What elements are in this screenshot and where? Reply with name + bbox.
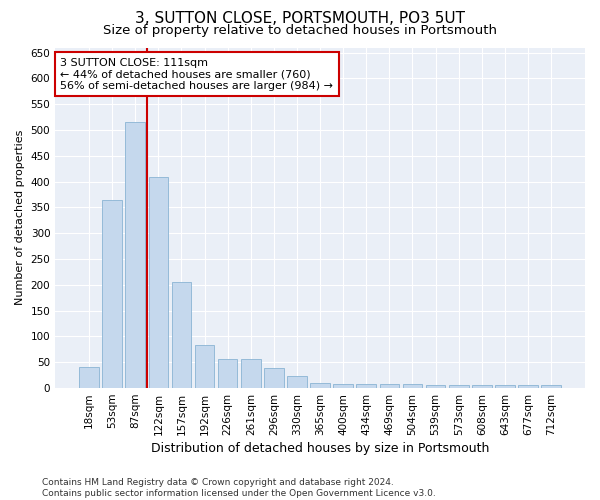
Text: Size of property relative to detached houses in Portsmouth: Size of property relative to detached ho… [103, 24, 497, 37]
Bar [472, 386, 491, 388]
Bar [149, 176, 168, 388]
Bar [264, 368, 284, 388]
Bar [103, 200, 122, 388]
X-axis label: Distribution of detached houses by size in Portsmouth: Distribution of detached houses by size … [151, 442, 489, 455]
Bar [541, 386, 561, 388]
Bar [380, 384, 399, 388]
Text: 3, SUTTON CLOSE, PORTSMOUTH, PO3 5UT: 3, SUTTON CLOSE, PORTSMOUTH, PO3 5UT [135, 11, 465, 26]
Bar [218, 358, 238, 388]
Bar [287, 376, 307, 388]
Bar [310, 383, 330, 388]
Bar [356, 384, 376, 388]
Text: 3 SUTTON CLOSE: 111sqm
← 44% of detached houses are smaller (760)
56% of semi-de: 3 SUTTON CLOSE: 111sqm ← 44% of detached… [61, 58, 334, 91]
Bar [172, 282, 191, 388]
Bar [426, 386, 445, 388]
Bar [241, 358, 260, 388]
Bar [403, 384, 422, 388]
Text: Contains HM Land Registry data © Crown copyright and database right 2024.
Contai: Contains HM Land Registry data © Crown c… [42, 478, 436, 498]
Bar [334, 384, 353, 388]
Bar [495, 386, 515, 388]
Bar [79, 368, 99, 388]
Y-axis label: Number of detached properties: Number of detached properties [15, 130, 25, 306]
Bar [195, 345, 214, 388]
Bar [125, 122, 145, 388]
Bar [449, 386, 469, 388]
Bar [518, 386, 538, 388]
